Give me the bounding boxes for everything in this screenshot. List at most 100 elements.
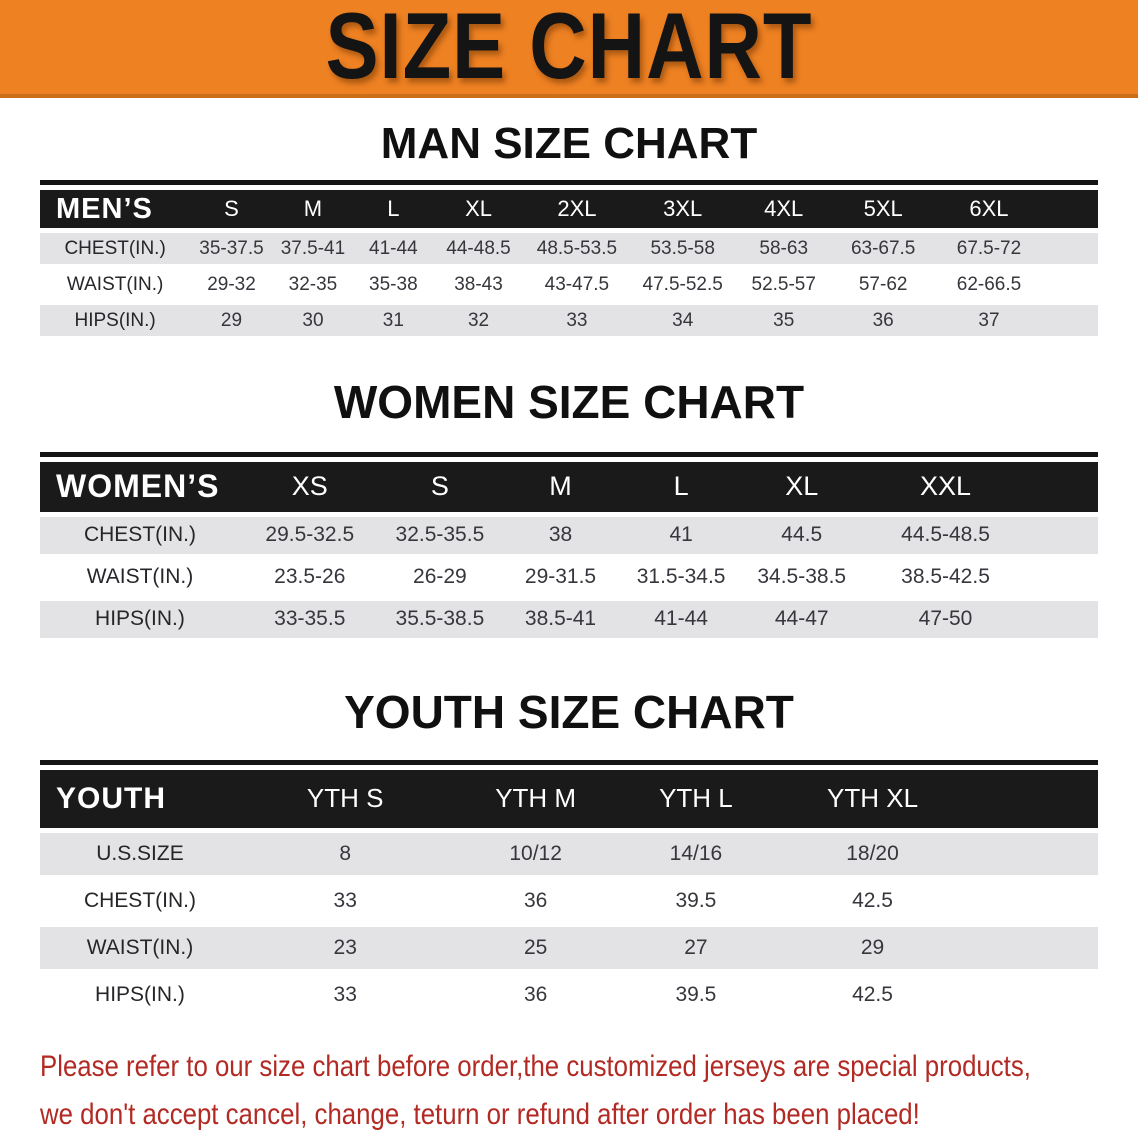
size-value: 14/16 — [620, 832, 772, 875]
size-value: 67.5-72 — [933, 233, 1098, 265]
column-header: 3XL — [630, 190, 736, 229]
row-label: CHEST(IN.) — [40, 233, 191, 265]
notice-line-2: we don't accept cancel, change, teturn o… — [40, 1097, 920, 1131]
column-header: YTH M — [450, 769, 621, 828]
size-value: 35.5-38.5 — [379, 600, 501, 638]
size-value: 44.5-48.5 — [862, 516, 1098, 554]
row-label: U.S.SIZE — [40, 832, 240, 875]
size-chart-section-men: MAN SIZE CHART MEN’S S M L XL 2XL 3XL 4XL 5XL 6XL… — [40, 119, 1098, 341]
column-header: S — [190, 190, 273, 229]
column-header: YTH XL — [771, 769, 1098, 828]
size-chart-section-youth: YOUTH SIZE CHART YOUTH YTH S YTH M YTH L YTH… — [40, 687, 1098, 1021]
table-row: HIPS(IN.) 33 36 39.5 42.5 — [40, 973, 1098, 1016]
banner-title: SIZE CHART — [325, 0, 813, 99]
size-value: 35-38 — [353, 269, 434, 301]
header-row: YOUTH YTH S YTH M YTH L YTH XL — [40, 769, 1098, 828]
size-value: 23 — [239, 926, 451, 969]
size-value: 27 — [620, 926, 772, 969]
size-value: 41 — [620, 516, 742, 554]
row-label: WAIST(IN.) — [40, 926, 240, 969]
column-header: 6XL — [933, 190, 1098, 229]
size-value: 42.5 — [771, 973, 1098, 1016]
size-charts: MAN SIZE CHART MEN’S S M L XL 2XL 3XL 4XL 5XL 6XL… — [0, 119, 1138, 1021]
table-title: YOUTH — [40, 769, 240, 828]
table-title: WOMEN’S — [40, 461, 240, 512]
size-value: 18/20 — [771, 832, 1098, 875]
size-value: 38.5-42.5 — [862, 558, 1098, 596]
size-value: 23.5-26 — [239, 558, 380, 596]
column-header: XXL — [862, 461, 1098, 512]
size-chart-section-women: WOMEN SIZE CHART WOMEN’S XS S M L XL XXL CHEST… — [40, 377, 1098, 643]
column-header: XL — [433, 190, 524, 229]
size-value: 37 — [933, 305, 1098, 337]
size-value: 10/12 — [450, 832, 621, 875]
column-header: M — [272, 190, 354, 229]
size-value: 52.5-57 — [735, 269, 833, 301]
size-value: 44-48.5 — [433, 233, 524, 265]
size-value: 43-47.5 — [523, 269, 631, 301]
size-value: 38-43 — [433, 269, 524, 301]
column-header: L — [353, 190, 434, 229]
size-value: 32 — [433, 305, 524, 337]
table-row: HIPS(IN.) 29 30 31 32 33 34 35 36 37 — [40, 305, 1098, 337]
column-header: 5XL — [832, 190, 934, 229]
header-row: WOMEN’S XS S M L XL XXL — [40, 461, 1098, 512]
section-heading: YOUTH SIZE CHART — [344, 685, 794, 738]
column-header: YTH L — [620, 769, 772, 828]
size-value: 29 — [771, 926, 1098, 969]
notice-line-1: Please refer to our size chart before or… — [40, 1049, 1031, 1083]
section-heading: MAN SIZE CHART — [380, 119, 758, 168]
size-value: 37.5-41 — [272, 233, 354, 265]
size-value: 48.5-53.5 — [523, 233, 631, 265]
size-value: 44.5 — [741, 516, 863, 554]
size-value: 62-66.5 — [933, 269, 1098, 301]
size-value: 58-63 — [735, 233, 833, 265]
size-value: 41-44 — [353, 233, 434, 265]
table-row: CHEST(IN.) 35-37.5 37.5-41 41-44 44-48.5 48.5… — [40, 233, 1098, 265]
size-value: 29.5-32.5 — [239, 516, 380, 554]
column-header: M — [500, 461, 621, 512]
size-value: 31 — [353, 305, 434, 337]
size-value: 29-31.5 — [500, 558, 621, 596]
column-header: S — [379, 461, 501, 512]
size-value: 36 — [832, 305, 934, 337]
size-value: 8 — [239, 832, 451, 875]
size-value: 47-50 — [862, 600, 1098, 638]
table-row: WAIST(IN.) 29-32 32-35 35-38 38-43 43-47.5 47.… — [40, 269, 1098, 301]
size-value: 47.5-52.5 — [630, 269, 736, 301]
size-value: 29-32 — [190, 269, 273, 301]
size-value: 30 — [272, 305, 354, 337]
size-value: 34 — [630, 305, 736, 337]
size-value: 26-29 — [379, 558, 501, 596]
size-value: 33 — [239, 973, 451, 1016]
size-value: 35-37.5 — [190, 233, 273, 265]
table-row: U.S.SIZE 8 10/12 14/16 18/20 — [40, 832, 1098, 875]
size-value: 44-47 — [741, 600, 863, 638]
row-label: HIPS(IN.) — [40, 305, 191, 337]
table-row: CHEST(IN.) 33 36 39.5 42.5 — [40, 879, 1098, 922]
size-value: 36 — [450, 879, 621, 922]
size-value: 29 — [190, 305, 273, 337]
row-label: CHEST(IN.) — [40, 879, 240, 922]
size-table: YOUTH YTH S YTH M YTH L YTH XL U.S.SIZE 8 10/1… — [40, 759, 1098, 1021]
table-row: WAIST(IN.) 23.5-26 26-29 29-31.5 31.5-34.5 34… — [40, 558, 1098, 596]
order-notice: Please refer to our size chart before or… — [40, 1043, 1138, 1139]
size-table: MEN’S S M L XL 2XL 3XL 4XL 5XL 6XL CHEST(IN.) 35-3… — [40, 180, 1098, 341]
size-value: 39.5 — [620, 879, 772, 922]
column-header: 2XL — [523, 190, 631, 229]
size-value: 33-35.5 — [239, 600, 380, 638]
section-heading: WOMEN SIZE CHART — [333, 376, 805, 429]
row-label: HIPS(IN.) — [40, 973, 240, 1016]
row-label: HIPS(IN.) — [40, 600, 240, 638]
size-value: 33 — [523, 305, 631, 337]
column-header: 4XL — [735, 190, 833, 229]
column-header: L — [620, 461, 742, 512]
size-value: 38.5-41 — [500, 600, 621, 638]
size-value: 33 — [239, 879, 451, 922]
header-row: MEN’S S M L XL 2XL 3XL 4XL 5XL 6XL — [40, 190, 1098, 229]
size-value: 32.5-35.5 — [379, 516, 501, 554]
size-value: 36 — [450, 973, 621, 1016]
table-title: MEN’S — [40, 190, 191, 229]
column-header: YTH S — [239, 769, 451, 828]
size-value: 34.5-38.5 — [741, 558, 863, 596]
